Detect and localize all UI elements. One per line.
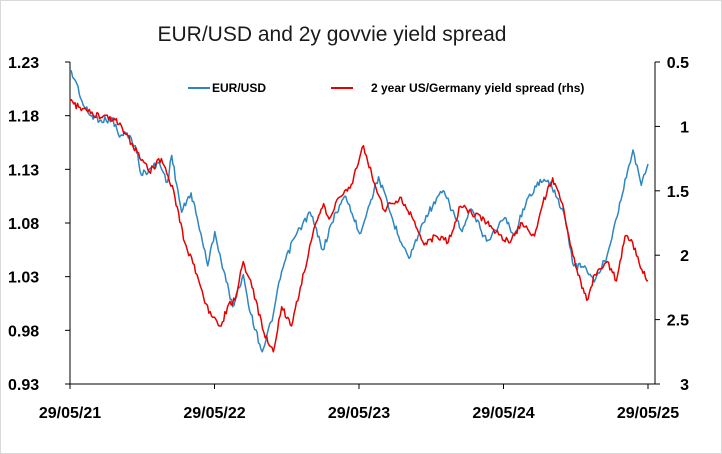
left-tick-label: 1.03 — [8, 270, 39, 287]
x-tick-label: 29/05/25 — [617, 405, 679, 422]
right-tick-label: 1 — [680, 119, 689, 136]
left-tick-label: 0.93 — [8, 377, 39, 394]
left-tick-label: 1.18 — [8, 109, 39, 126]
x-tick-label: 29/05/21 — [39, 405, 101, 422]
right-tick-label: 2.5 — [667, 313, 689, 330]
left-tick-label: 0.98 — [8, 323, 39, 340]
yield-spread-line — [69, 98, 649, 353]
legend-label-spread: 2 year US/Germany yield spread (rhs) — [371, 81, 584, 95]
right-axis-ticks: 0.5 1 1.5 2 2.5 3 — [655, 55, 689, 394]
chart-title: EUR/USD and 2y govvie yield spread — [157, 23, 506, 46]
legend: EUR/USD 2 year US/Germany yield spread (… — [188, 81, 584, 95]
left-tick-label: 1.13 — [8, 162, 39, 179]
x-tick-label: 29/05/23 — [328, 405, 390, 422]
series-lines — [69, 69, 649, 353]
right-tick-label: 3 — [680, 377, 689, 394]
right-tick-label: 1.5 — [667, 184, 689, 201]
left-tick-label: 1.08 — [8, 216, 39, 233]
x-axis-ticks: 29/05/21 29/05/22 29/05/23 29/05/24 29/05/25 — [39, 384, 679, 422]
left-axis-ticks: 1.23 1.18 1.13 1.08 1.03 0.98 0.93 — [8, 55, 70, 394]
x-tick-label: 29/05/22 — [183, 405, 245, 422]
right-tick-label: 0.5 — [667, 55, 689, 72]
legend-label-eurusd: EUR/USD — [212, 81, 266, 95]
x-tick-label: 29/05/24 — [472, 405, 534, 422]
right-tick-label: 2 — [680, 248, 689, 265]
left-tick-label: 1.23 — [8, 55, 39, 72]
eurusd-line — [69, 69, 649, 353]
